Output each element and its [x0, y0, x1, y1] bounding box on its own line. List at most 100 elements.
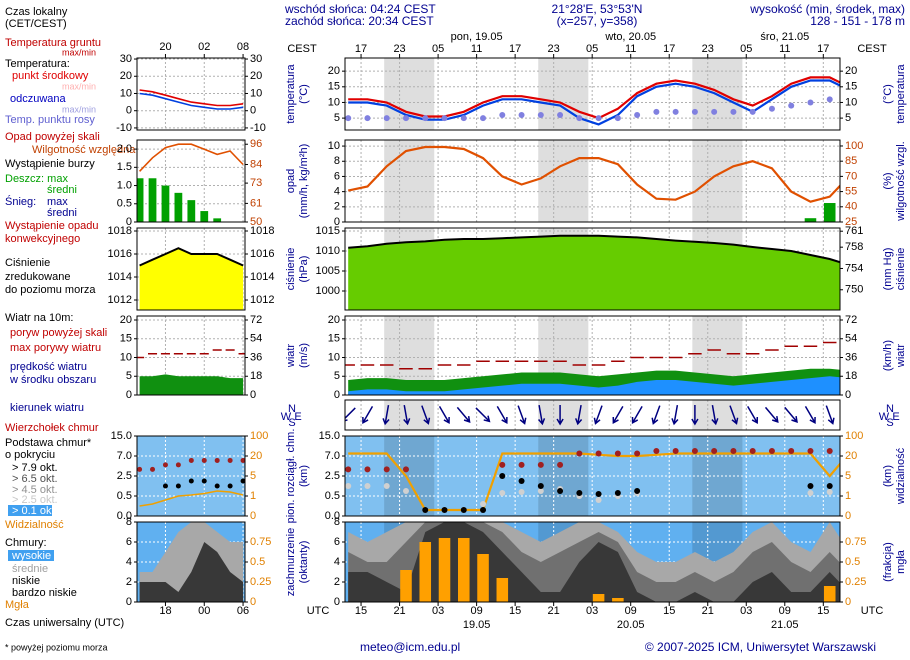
y2-tick-label: 0: [845, 596, 851, 608]
y2-axis-label: (°C): [882, 84, 894, 104]
bottom-time-label: UTC: [307, 605, 330, 617]
x-tick-label: 09: [625, 605, 637, 617]
x-tick-label: 11: [625, 43, 636, 55]
compass-label: E: [892, 411, 899, 423]
line: [139, 143, 244, 172]
y2-tick-label: 1016: [250, 248, 274, 260]
y-tick-label: 10: [328, 351, 340, 363]
y2-tick-label: 0.25: [250, 576, 271, 588]
dot: [201, 478, 207, 484]
dot: [345, 466, 352, 473]
plot-area: [137, 436, 245, 516]
legend-text: w środku obszaru: [9, 374, 96, 386]
plot-area: [137, 522, 245, 602]
y2-tick-label: 25: [845, 216, 857, 228]
y-axis-label: (hPa): [298, 256, 310, 283]
area: [139, 542, 244, 602]
dot: [826, 483, 833, 489]
y2-tick-label: 0.75: [250, 536, 271, 548]
x-tick-label: 17: [817, 43, 829, 55]
wind-arrow: [456, 406, 471, 424]
plot-area: [345, 140, 840, 222]
night-band: [692, 140, 743, 222]
y-tick-label: 10: [328, 96, 340, 108]
legend-text: Wierzchołek chmur: [5, 422, 99, 434]
x-tick-label: 18: [159, 605, 171, 617]
legend-text: > 0.1 okt.: [12, 505, 58, 517]
dot: [499, 473, 506, 479]
y2-tick-label: 61: [250, 197, 262, 209]
wind-arrow: [764, 406, 779, 424]
y2-tick-label: 100: [250, 430, 268, 442]
wind-arrow: [671, 405, 679, 426]
dot: [730, 108, 737, 115]
y-axis-label: pion. rozciągł. chm.: [285, 429, 297, 524]
dot: [691, 108, 698, 115]
dot: [730, 448, 737, 454]
panel-background: [137, 58, 245, 130]
wind-arrow: [612, 405, 624, 425]
bar: [419, 542, 432, 602]
y2-tick-label: 54: [250, 333, 262, 345]
panel-frame: [136, 435, 246, 517]
dot: [137, 466, 143, 472]
legend-text: wysokie: [11, 550, 51, 562]
panel: 0 0.5 1.0 1.5 2.0 50 61 73 84 96: [117, 138, 263, 228]
compass-label: N: [886, 403, 894, 415]
legend-text: Podstawa chmur*: [5, 437, 92, 449]
dot: [175, 462, 181, 468]
dot: [518, 478, 525, 484]
x-tick-label: 15: [509, 605, 521, 617]
dot: [499, 461, 506, 468]
bar: [174, 192, 183, 222]
x-tick-label: 23: [702, 43, 714, 55]
night-band: [384, 400, 435, 430]
legend-text: poryw powyżej skali: [10, 327, 107, 339]
y-tick-label: 10: [120, 87, 132, 99]
y2-axis-label: wilgotność wzgl.: [895, 141, 907, 221]
y2-tick-label: 1: [845, 490, 851, 502]
dot: [518, 489, 525, 495]
copyright: © 2007-2025 ICM, Uniwersytet Warszawski: [645, 640, 876, 654]
x-tick-label: 09: [779, 605, 791, 617]
y2-tick-label: 96: [250, 138, 262, 150]
legend-text: bardzo niskie: [12, 587, 77, 599]
y2-tick-label: 20: [250, 450, 262, 462]
wind-arrow: [362, 405, 374, 425]
y-tick-label: 0.0: [117, 510, 132, 522]
dot: [672, 448, 679, 454]
panel-frame: [344, 435, 841, 517]
y-tick-label: 1.0: [117, 179, 132, 191]
x-tick-label: 21: [393, 605, 405, 617]
panel: 0 5 10 15 20 0 18 36 54 72: [120, 314, 263, 401]
x-tick-label: 06: [237, 605, 249, 617]
sunset: zachód słońca: 20:34 CEST: [285, 14, 434, 28]
panel-frame: [136, 57, 246, 131]
x-tick-label: 15: [663, 605, 675, 617]
y2-axis-label: wiatr: [895, 344, 907, 369]
bar: [804, 218, 817, 222]
y-tick-label: -10: [116, 122, 132, 134]
line: [347, 145, 840, 203]
compass-label: S: [886, 417, 893, 429]
y-tick-label: 20: [120, 70, 132, 82]
y-tick-label: 20: [328, 65, 340, 77]
y-tick-label: 0.0: [325, 510, 340, 522]
wind-arrow: [403, 405, 411, 426]
y2-tick-label: 5: [845, 112, 851, 124]
footnote: * powyżej poziomu morza: [5, 642, 108, 652]
dot: [175, 483, 181, 489]
y-tick-label: 1016: [108, 248, 132, 260]
area: [348, 235, 840, 310]
dot: [537, 483, 544, 489]
legend-swatch: [8, 550, 54, 561]
y-axis-label: (°C): [298, 84, 310, 104]
y-tick-label: 7.0: [117, 450, 132, 462]
y-axis-label: wiatr: [285, 344, 297, 369]
legend-text: Mgła: [5, 599, 30, 611]
dot: [537, 111, 544, 118]
dot: [402, 488, 409, 494]
